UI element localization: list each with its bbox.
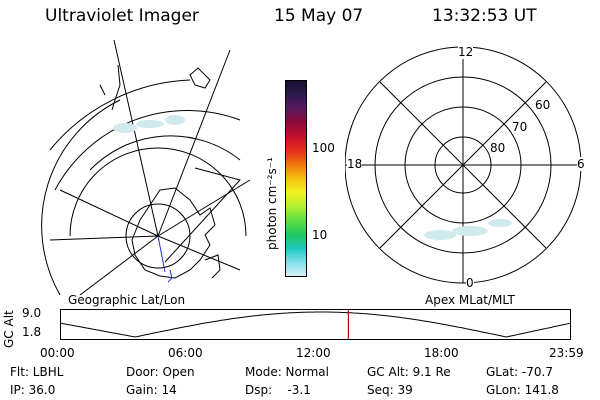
coastline (189, 67, 211, 89)
colorbar-tick-10: 10 (312, 228, 328, 242)
mlat-label-80: 80 (490, 141, 506, 155)
lat-arc (54, 110, 241, 191)
altitude-curve (60, 311, 571, 338)
lat-arc (69, 147, 247, 237)
geographic-map (41, 40, 251, 295)
view-edge (164, 167, 241, 263)
date-label: 15 May 07 (274, 6, 364, 26)
colorbar-unit-label: photon cm⁻²s⁻¹ (265, 157, 279, 250)
lat-arc (41, 99, 121, 295)
aurora-emission (424, 219, 512, 240)
lat-circle (125, 203, 191, 269)
info-gain: Gain: 14 (126, 383, 177, 397)
info-mode: Mode: Normal (245, 365, 329, 379)
meridian (59, 189, 159, 237)
info-ip: IP: 36.0 (10, 383, 56, 397)
aurora-emission (113, 115, 185, 133)
coastline (99, 64, 121, 111)
polar-mlt-plot (345, 46, 582, 284)
altitude-plot (60, 309, 571, 340)
mlt-label-0: 0 (466, 276, 474, 290)
right-map-label: Apex MLat/MLT (425, 293, 515, 307)
mlat-label-70: 70 (512, 120, 528, 134)
altitude-plot-frame (60, 309, 571, 340)
time-label: 13:32:53 UT (432, 6, 537, 26)
mlt-label-6: 6 (577, 157, 585, 171)
coastline (204, 254, 221, 279)
colorbar-tick-100: 100 (312, 141, 335, 155)
mlt-label-12: 12 (458, 45, 474, 59)
info-dsp: Dsp: -3.1 (245, 383, 311, 397)
altitude-xtick-4: 23:59 (549, 346, 584, 360)
info-glon: GLon: 141.8 (486, 383, 559, 397)
info-door: Door: Open (126, 365, 195, 379)
mlat-label-60: 60 (535, 98, 551, 112)
altitude-xtick-1: 06:00 (168, 346, 203, 360)
meridian (157, 235, 241, 271)
left-map-label: Geographic Lat/Lon (68, 293, 186, 307)
lat-arc (49, 79, 191, 151)
info-gcalt: GC Alt: 9.1 Re (367, 365, 451, 379)
meridian-diag (379, 81, 547, 249)
coastline (167, 269, 173, 283)
altitude-ytick-bottom: 1.8 (22, 325, 42, 339)
meridian (157, 179, 251, 237)
altitude-xtick-0: 00:00 (40, 346, 75, 360)
track-line (157, 235, 166, 273)
antarctica-coastline (131, 187, 216, 279)
meridian (113, 40, 159, 237)
app-title: Ultraviolet Imager (45, 6, 199, 26)
altitude-xtick-3: 18:00 (424, 346, 459, 360)
meridian (49, 235, 159, 241)
colorbar (285, 80, 307, 277)
info-seq: Seq: 39 (367, 383, 413, 397)
altitude-ytick-top: 9.0 (22, 306, 42, 320)
altitude-ylabel: GC Alt (2, 310, 16, 348)
mlt-label-18: 18 (347, 157, 363, 171)
info-glat: GLat: -70.7 (486, 365, 553, 379)
meridian (79, 235, 159, 295)
lat-arc (89, 135, 241, 171)
meridian (157, 49, 231, 237)
altitude-xtick-2: 12:00 (296, 346, 331, 360)
info-flt: Flt: LBHL (10, 365, 64, 379)
